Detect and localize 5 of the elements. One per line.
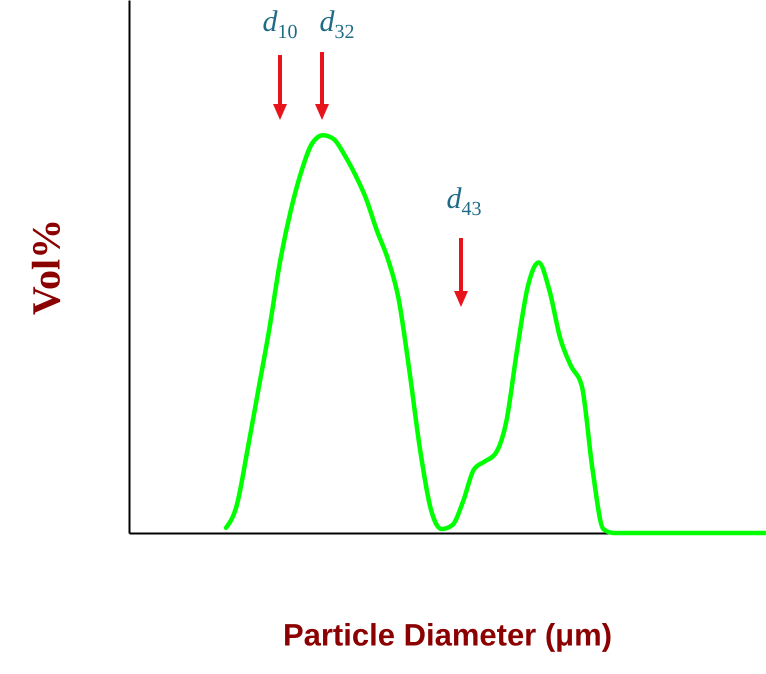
text: d$_{10}$ [262,5,298,44]
y-axis-title: Vol% [24,218,68,316]
x-axis-title: Particle Diameter (μm) [282,618,612,652]
text: d$_{32}$ [320,5,354,44]
annotation: d$_{43}$ [446,182,482,221]
